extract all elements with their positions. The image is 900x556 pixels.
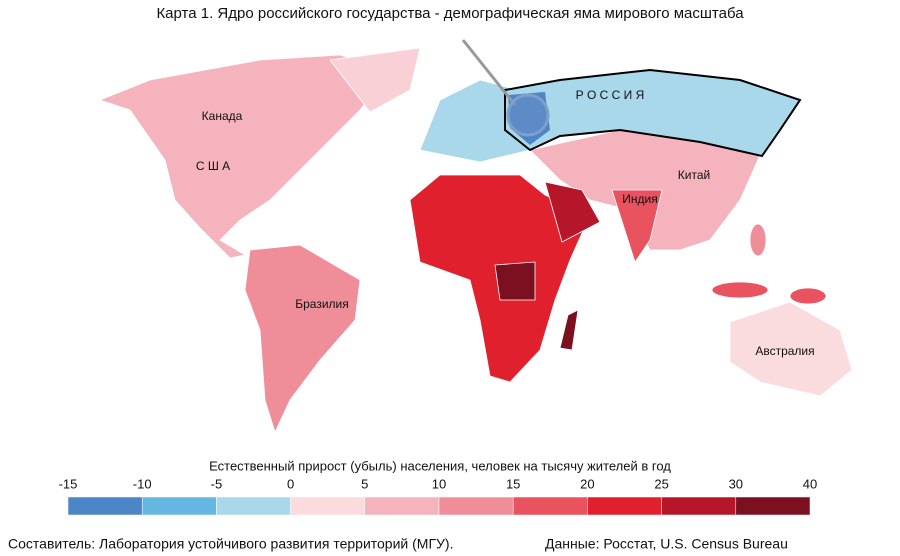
country-label: Австралия [755,344,814,358]
country-label: Канада [202,109,243,123]
legend-tick-label: 5 [361,476,368,491]
legend-tick-label: 20 [580,476,594,491]
legend-bin [216,496,291,516]
legend-tick-label: 40 [803,476,817,491]
country-label: Китай [678,168,710,182]
legend-bin [735,496,811,516]
country-label: С Ш А [196,159,230,173]
country-label: Р О С С И Я [576,88,645,102]
legend-bin [661,496,737,516]
legend-bin [587,496,662,516]
country-label: Индия [622,192,657,206]
country-label: Бразилия [295,297,349,311]
legend-bin [141,496,217,516]
legend-bin [290,496,366,516]
country-labels: Канада С Ш А Бразилия Р О С С И Я Китай Индия… [196,88,815,358]
legend: -15 -10 -5 0 5 10 15 20 25 30 40 [59,476,817,516]
footer-author: Составитель: Лаборатория устойчивого раз… [8,536,453,552]
legend-bin [67,496,143,516]
world-map [98,39,853,434]
footer-source: Данные: Росстат, U.S. Census Bureau [545,536,788,552]
legend-tick-label: 25 [654,476,668,491]
legend-tick-label: 15 [506,476,520,491]
legend-bin [364,496,440,516]
legend-tick-label: -5 [211,476,223,491]
legend-tick-label: -10 [133,476,152,491]
legend-tick-label: 10 [432,476,446,491]
legend-tick-label: 0 [287,476,294,491]
legend-bin [438,496,514,516]
legend-bin [512,496,588,516]
map-title: Карта 1. Ядро российского государства - … [156,5,744,22]
legend-tick-label: 30 [729,476,743,491]
legend-title: Естественный прирост (убыль) населения, … [209,458,671,473]
legend-tick-label: -15 [59,476,78,491]
